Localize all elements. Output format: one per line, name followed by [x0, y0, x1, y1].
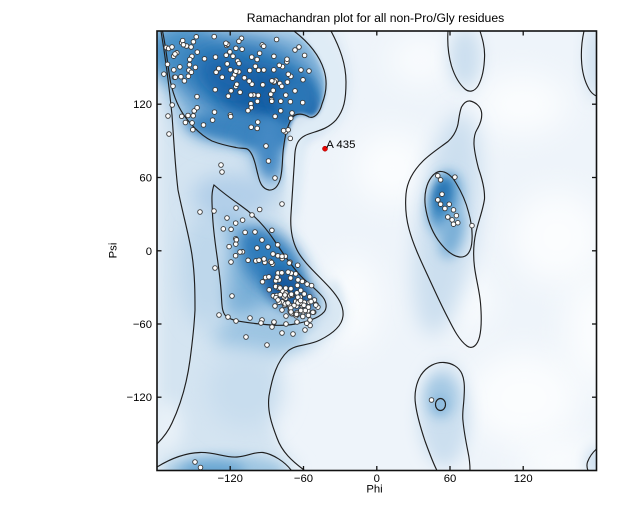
svg-text:−120: −120 [217, 473, 242, 485]
svg-text:−120: −120 [127, 392, 152, 404]
svg-text:−60: −60 [133, 319, 152, 331]
svg-text:0: 0 [146, 246, 152, 258]
svg-text:0: 0 [374, 473, 380, 485]
svg-text:Psi: Psi [108, 243, 120, 259]
svg-text:60: 60 [444, 473, 457, 485]
svg-text:Ramachandran plot for all non-: Ramachandran plot for all non-Pro/Gly re… [247, 11, 504, 25]
svg-text:Phi: Phi [366, 484, 382, 496]
svg-text:60: 60 [139, 173, 152, 185]
svg-text:120: 120 [514, 473, 533, 485]
svg-text:120: 120 [133, 99, 152, 111]
svg-text:A 435: A 435 [326, 139, 355, 151]
svg-text:−60: −60 [294, 473, 313, 485]
